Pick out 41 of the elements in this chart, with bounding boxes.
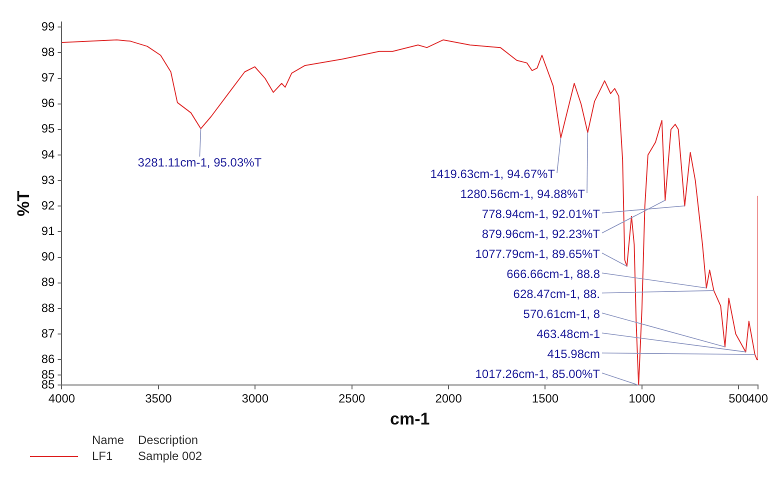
x-tick-label: 1500 (532, 392, 559, 406)
annotation: 778.94cm-1, 92.01%T (482, 207, 601, 221)
text: Sample 002 (138, 448, 204, 464)
x-tick-label: 400 (748, 392, 768, 406)
y-tick-label: 87 (41, 326, 56, 340)
annotation: 3281.11cm-1, 95.03%T (138, 156, 262, 170)
y-tick-label: 86 (41, 352, 56, 366)
annotation: 463.48cm-1 (536, 327, 600, 341)
y-tick-label: 88 (41, 300, 56, 315)
x-tick-label: 500 (728, 392, 749, 406)
y-tick-label: 90 (41, 250, 56, 264)
y-tick-label: 92 (41, 198, 56, 212)
annotation: 666.66cm-1, 88.8 (506, 267, 600, 281)
x-tick-label: 2000 (435, 392, 462, 406)
x-tick-label: 1000 (628, 392, 656, 406)
y-tick-label: 89 (41, 275, 56, 290)
annotation: 879.96cm-1, 92.23%T (482, 227, 601, 241)
y-tick-label: 91 (41, 224, 56, 238)
text: Description (138, 432, 200, 448)
x-axis-title: cm-1 (390, 409, 430, 428)
annotation: 628.47cm-1, 88. (513, 287, 600, 301)
y-tick-label: 99 (41, 19, 56, 34)
y-tick-label: 94 (41, 147, 56, 162)
y-tick-label: 98 (41, 45, 56, 60)
annotation: 1419.63cm-1, 94.67%T (430, 167, 556, 181)
legend-label: LF1 (92, 448, 114, 464)
text: Name (92, 432, 126, 448)
y-axis-title: %T (14, 190, 33, 216)
annotation: 415.98cm (547, 347, 600, 361)
x-tick-label: 3500 (145, 392, 172, 406)
y-tick-label: 93 (41, 172, 56, 187)
y-tick-label: 96 (41, 96, 56, 110)
y-tick-label: 97 (41, 70, 56, 85)
x-tick-label: 4000 (48, 392, 76, 406)
annotation: 1077.79cm-1, 89.65%T (475, 247, 601, 261)
x-tick-label: 3000 (242, 392, 269, 406)
annotation: 1280.56cm-1, 94.88%T (460, 187, 586, 201)
annotation: 570.61cm-1, 8 (523, 307, 600, 321)
y-tick-label: 95 (41, 122, 56, 136)
x-tick-label: 2500 (338, 392, 366, 406)
annotation: 1017.26cm-1, 85.00%T (475, 367, 601, 381)
